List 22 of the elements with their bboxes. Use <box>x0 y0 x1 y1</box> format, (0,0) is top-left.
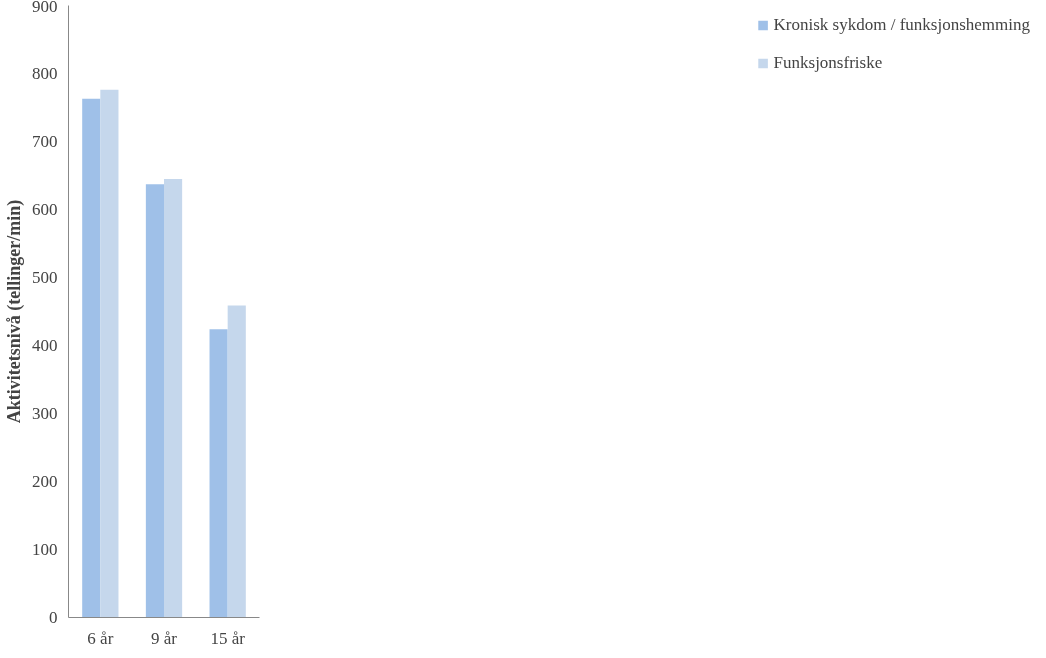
bar <box>164 178 183 618</box>
x-tick-label: 9 år <box>151 628 178 648</box>
x-tick-label: 15 år <box>210 628 246 648</box>
y-tick-label: 400 <box>32 336 58 355</box>
y-tick-label: 900 <box>32 0 58 16</box>
x-tick-label: 6 år <box>87 628 114 648</box>
y-tick-label: 500 <box>32 268 58 287</box>
bar <box>100 89 119 618</box>
y-tick-label: 800 <box>32 64 58 83</box>
y-axis-title: Aktivitetsnivå (tellinger/min) <box>4 199 25 424</box>
y-tick-label: 0 <box>49 608 58 627</box>
legend-label: Funksjonsfriske <box>773 53 883 73</box>
bar <box>145 184 164 618</box>
y-tick-label: 300 <box>32 404 58 423</box>
y-tick-label: 600 <box>32 200 58 219</box>
y-tick-label: 700 <box>32 132 58 151</box>
y-tick-label: 200 <box>32 472 58 491</box>
bar <box>227 305 246 618</box>
y-tick-label: 100 <box>32 540 58 559</box>
bar <box>82 98 101 618</box>
bar <box>209 329 228 618</box>
legend-label: Kronisk sykdom / funksjonshemming <box>773 15 1030 35</box>
